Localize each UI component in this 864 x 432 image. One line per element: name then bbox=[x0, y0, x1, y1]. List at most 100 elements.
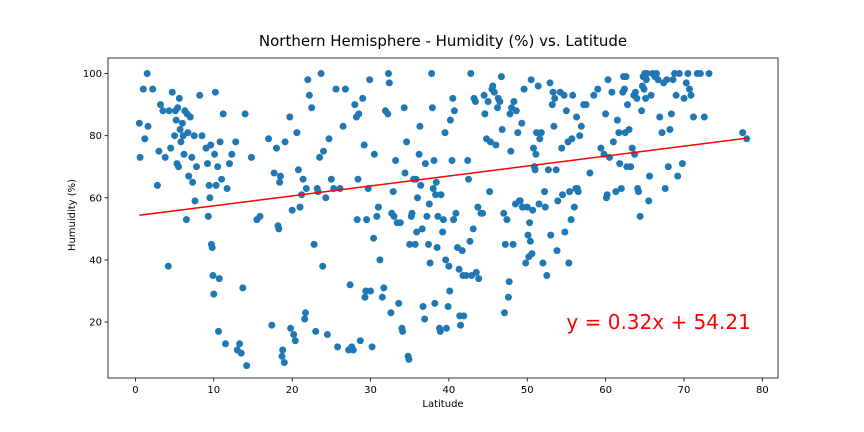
data-point-362 bbox=[647, 91, 655, 99]
data-point-157 bbox=[396, 219, 404, 227]
data-point-292 bbox=[550, 122, 558, 130]
regression-line-layer bbox=[139, 137, 749, 217]
data-point-98 bbox=[302, 185, 310, 192]
data-point-153 bbox=[390, 212, 398, 220]
data-point-281 bbox=[536, 135, 544, 143]
data-point-290 bbox=[548, 101, 556, 109]
data-point-118 bbox=[339, 122, 347, 130]
data-point-182 bbox=[425, 200, 433, 208]
data-point-235 bbox=[486, 188, 494, 196]
data-point-55 bbox=[215, 327, 222, 335]
data-point-341 bbox=[624, 101, 631, 109]
data-point-330 bbox=[612, 188, 620, 196]
data-point-301 bbox=[561, 228, 569, 236]
data-point-54 bbox=[214, 163, 222, 171]
data-point-29 bbox=[182, 216, 190, 224]
data-point-36 bbox=[190, 132, 198, 140]
data-point-253 bbox=[507, 147, 515, 155]
data-point-127 bbox=[354, 175, 362, 183]
data-point-294 bbox=[552, 166, 560, 174]
data-point-230 bbox=[479, 209, 487, 217]
data-point-306 bbox=[567, 216, 575, 224]
data-point-115 bbox=[332, 85, 340, 93]
data-point-75 bbox=[268, 321, 276, 329]
data-point-283 bbox=[539, 259, 547, 267]
data-point-307 bbox=[568, 135, 576, 143]
x-axis-label: Latitude bbox=[422, 399, 463, 410]
data-point-92 bbox=[294, 166, 302, 174]
data-point-9 bbox=[157, 101, 164, 109]
data-point-244 bbox=[497, 73, 505, 81]
data-point-13 bbox=[165, 107, 173, 115]
data-point-31 bbox=[184, 129, 192, 137]
data-point-11 bbox=[161, 153, 169, 161]
data-point-110 bbox=[322, 194, 330, 202]
data-point-148 bbox=[385, 70, 392, 77]
data-point-79 bbox=[275, 225, 283, 233]
data-point-24 bbox=[177, 138, 185, 146]
data-point-295 bbox=[553, 247, 561, 255]
data-point-357 bbox=[642, 94, 650, 102]
data-point-71 bbox=[247, 153, 255, 161]
data-point-355 bbox=[640, 85, 648, 93]
data-point-113 bbox=[327, 175, 335, 183]
data-point-33 bbox=[186, 113, 194, 121]
data-point-143 bbox=[376, 256, 384, 264]
data-point-103 bbox=[312, 327, 320, 335]
data-point-132 bbox=[361, 293, 369, 301]
data-point-83 bbox=[279, 346, 287, 354]
data-point-27 bbox=[180, 150, 188, 158]
data-point-123 bbox=[349, 346, 357, 354]
data-point-266 bbox=[523, 203, 531, 211]
data-point-73 bbox=[256, 212, 264, 220]
data-point-51 bbox=[211, 150, 219, 158]
data-point-154 bbox=[392, 157, 400, 164]
data-point-317 bbox=[582, 101, 590, 109]
data-point-66 bbox=[236, 340, 244, 348]
data-point-217 bbox=[462, 272, 470, 279]
data-point-106 bbox=[316, 153, 324, 161]
data-point-21 bbox=[175, 163, 182, 171]
data-point-140 bbox=[370, 150, 378, 158]
data-point-225 bbox=[472, 98, 479, 105]
data-point-304 bbox=[565, 259, 573, 267]
data-point-117 bbox=[336, 185, 344, 192]
data-point-277 bbox=[532, 150, 540, 158]
data-point-134 bbox=[363, 216, 371, 224]
data-point-379 bbox=[675, 70, 683, 77]
data-point-44 bbox=[205, 181, 213, 189]
data-point-375 bbox=[669, 76, 677, 84]
data-point-70 bbox=[243, 362, 251, 370]
data-point-15 bbox=[168, 88, 176, 96]
data-point-252 bbox=[506, 110, 514, 118]
x-tick-label-80: 80 bbox=[756, 385, 769, 396]
points-layer bbox=[135, 70, 751, 370]
data-point-361 bbox=[646, 172, 653, 180]
data-point-204 bbox=[446, 116, 454, 124]
data-point-121 bbox=[346, 281, 354, 289]
data-point-82 bbox=[278, 352, 286, 360]
data-point-343 bbox=[627, 163, 635, 171]
data-point-97 bbox=[302, 309, 309, 317]
data-point-344 bbox=[628, 144, 636, 152]
data-point-50 bbox=[210, 290, 218, 298]
y-tick-label-100: 100 bbox=[83, 69, 102, 80]
data-point-0 bbox=[135, 119, 143, 127]
data-point-377 bbox=[672, 91, 680, 99]
data-point-269 bbox=[526, 219, 534, 227]
data-point-366 bbox=[654, 76, 662, 84]
data-point-314 bbox=[576, 132, 584, 140]
data-point-90 bbox=[291, 337, 299, 345]
data-point-200 bbox=[443, 324, 450, 332]
data-point-188 bbox=[431, 299, 439, 307]
data-point-388 bbox=[696, 70, 704, 77]
data-point-42 bbox=[204, 160, 211, 168]
data-point-192 bbox=[434, 212, 442, 220]
data-point-25 bbox=[178, 119, 186, 127]
data-point-258 bbox=[512, 107, 520, 115]
data-point-296 bbox=[554, 197, 562, 205]
data-point-109 bbox=[320, 147, 327, 155]
data-point-332 bbox=[615, 129, 623, 137]
data-point-60 bbox=[222, 340, 229, 348]
data-point-248 bbox=[501, 240, 509, 248]
